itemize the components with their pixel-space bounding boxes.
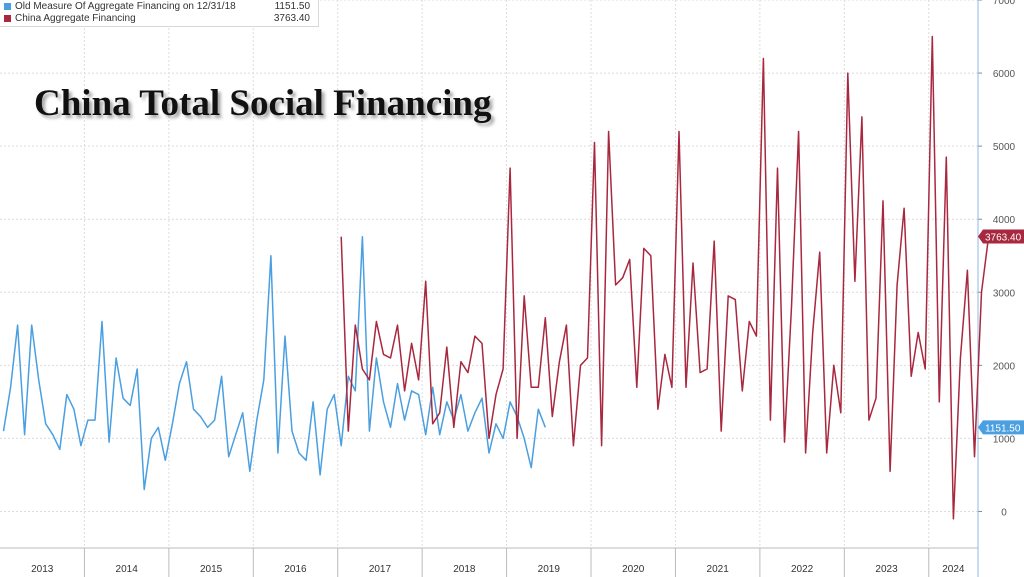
x-tick-label: 2016 — [284, 564, 307, 575]
legend-item-aggregate-financing: China Aggregate Financing 3763.40 — [4, 13, 314, 25]
last-value-tag-new: 3763.40 — [978, 229, 1024, 244]
y-tick-label: 7000 — [993, 0, 1016, 7]
series-lines — [2, 35, 990, 520]
chart-title: China Total Social Financing — [34, 83, 492, 124]
x-tick-label: 2019 — [538, 564, 561, 575]
legend-label-old: Old Measure Of Aggregate Financing on 12… — [15, 1, 236, 12]
legend-swatch-new — [4, 14, 11, 22]
y-tick-label: 2000 — [993, 361, 1016, 372]
chart-legend: Old Measure Of Aggregate Financing on 12… — [0, 0, 319, 27]
last-value-tag-bg — [978, 420, 1024, 435]
x-tick-label: 2024 — [942, 564, 965, 575]
last-value-tag-text: 1151.50 — [985, 423, 1021, 434]
x-tick-label: 2018 — [453, 564, 476, 575]
value-labels: 1151.50 3763.40 — [978, 229, 1024, 435]
legend-value-new: 3763.40 — [273, 13, 310, 24]
last-value-tag-old: 1151.50 — [978, 420, 1024, 435]
legend-swatch-old — [4, 2, 11, 10]
y-tick-label: 5000 — [993, 142, 1016, 153]
x-tick-label: 2015 — [200, 564, 223, 575]
x-tick-label: 2020 — [622, 564, 645, 575]
y-tick-label: 3000 — [993, 288, 1016, 299]
y-tick-label: 4000 — [993, 215, 1016, 226]
last-value-tag-text: 3763.40 — [985, 232, 1022, 243]
y-tick-label: 0 — [1001, 507, 1007, 518]
legend-label-new: China Aggregate Financing — [15, 13, 136, 24]
series-line-aggregate-financing — [340, 35, 990, 520]
legend-item-old-measure: Old Measure Of Aggregate Financing on 12… — [4, 1, 314, 13]
last-value-tag-bg — [978, 229, 1024, 244]
y-tick-label: 6000 — [993, 69, 1016, 80]
series-line-old-measure — [2, 235, 546, 491]
x-tick-label: 2017 — [369, 564, 392, 575]
legend-value-old: 1151.50 — [274, 1, 310, 12]
x-tick-label: 2023 — [875, 564, 898, 575]
y-tick-label: 1000 — [993, 434, 1016, 445]
x-tick-label: 2013 — [31, 564, 54, 575]
x-tick-label: 2014 — [116, 564, 139, 575]
x-tick-label: 2021 — [707, 564, 730, 575]
x-tick-label: 2022 — [791, 564, 814, 575]
